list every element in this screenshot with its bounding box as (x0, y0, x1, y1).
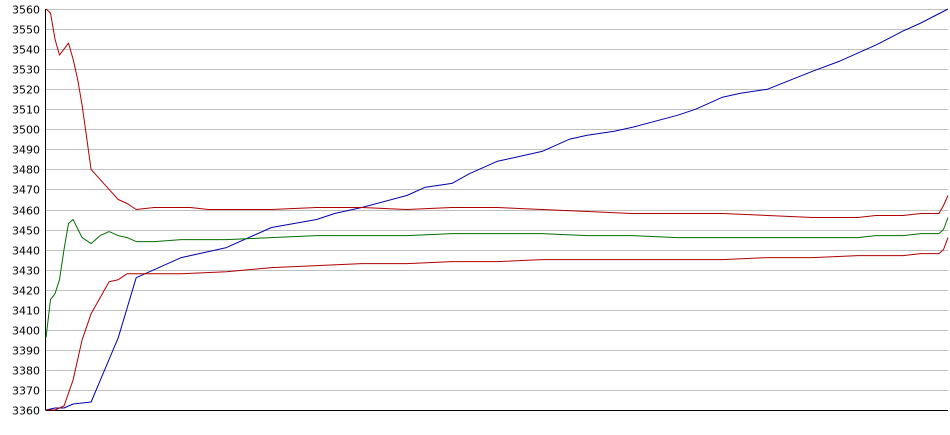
y-tick-labels: 3560 3550 3540 3530 3520 3510 3500 3490 3480 3470… (12, 4, 40, 418)
series-line-red-upper (45, 8, 949, 218)
y-tick-label: 3490 (12, 144, 40, 157)
y-tick-label: 3360 (12, 405, 40, 418)
y-tick-label: 3370 (12, 385, 40, 398)
y-tick-label: 3410 (12, 305, 40, 318)
y-tick-label: 3520 (12, 84, 40, 97)
y-tick-label: 3440 (12, 245, 40, 258)
y-tick-label: 3430 (12, 265, 40, 278)
axes (45, 9, 948, 411)
y-tick-label: 3550 (12, 24, 40, 37)
y-tick-label: 3500 (12, 124, 40, 137)
y-tick-label: 3390 (12, 345, 40, 358)
y-tick-label: 3470 (12, 184, 40, 197)
y-tick-label: 3510 (12, 104, 40, 117)
series-line-red-lower (46, 237, 949, 411)
y-tick-label: 3460 (12, 205, 40, 218)
y-tick-label: 3400 (12, 325, 40, 338)
y-tick-label: 3540 (12, 44, 40, 57)
y-tick-label: 3380 (12, 365, 40, 378)
series-line-green (45, 217, 949, 338)
series-lines (45, 8, 949, 411)
y-tick-label: 3420 (12, 285, 40, 298)
series-line-blue (45, 8, 949, 411)
y-tick-label: 3560 (12, 4, 40, 17)
y-tick-label: 3450 (12, 225, 40, 238)
y-tick-label: 3530 (12, 64, 40, 77)
y-tick-label: 3480 (12, 164, 40, 177)
grid (46, 9, 948, 411)
